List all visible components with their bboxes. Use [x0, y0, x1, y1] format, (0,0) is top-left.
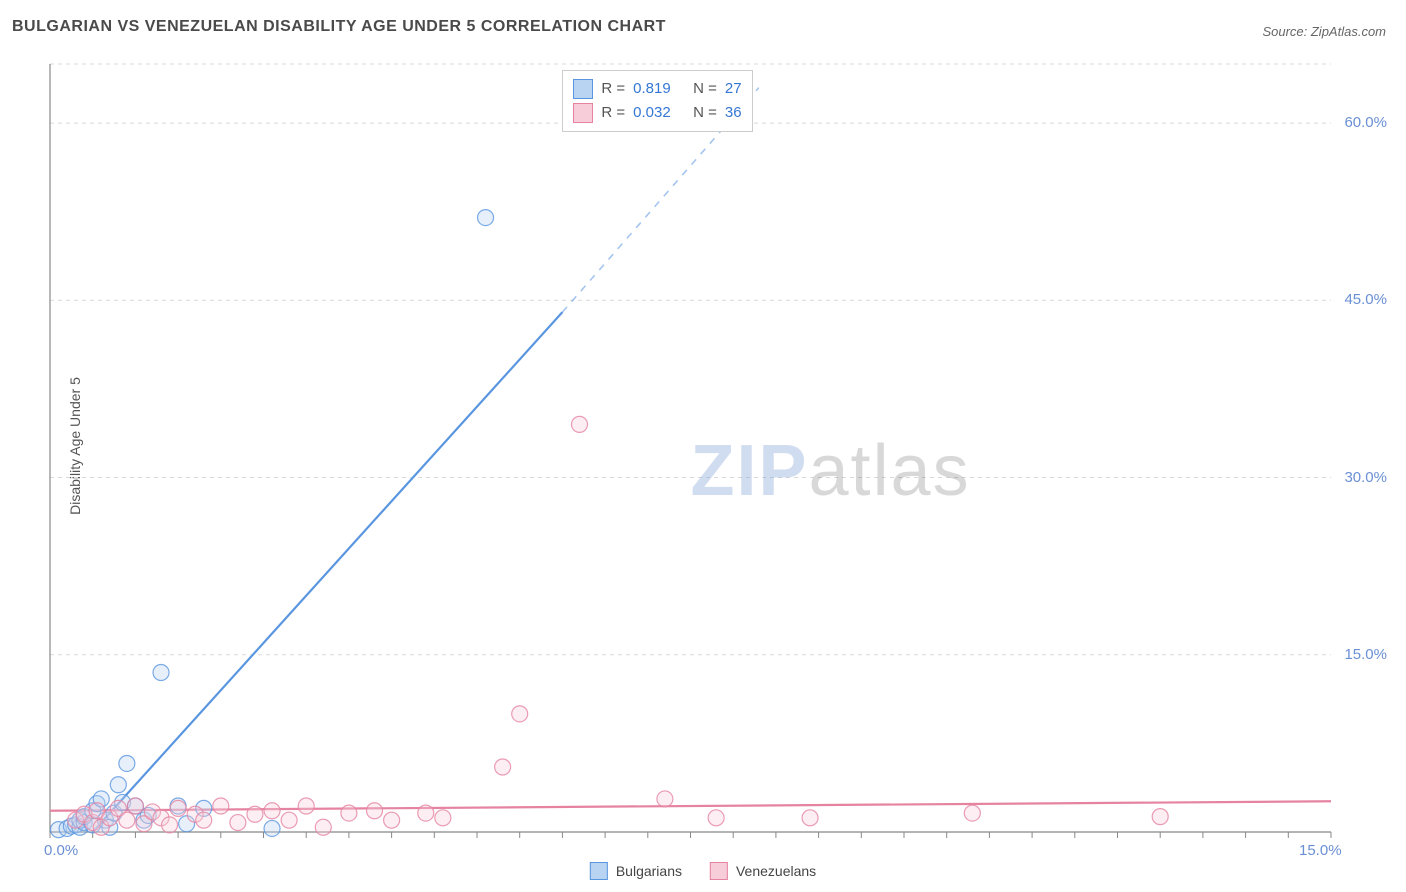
y-tick-label: 15.0%: [1344, 646, 1387, 663]
legend-label: Bulgarians: [616, 863, 682, 879]
stat-swatch: [573, 79, 593, 99]
legend-swatch: [590, 862, 608, 880]
y-tick-label: 45.0%: [1344, 291, 1387, 308]
stat-n-label: N =: [693, 77, 717, 101]
scatter-plot: [48, 54, 1391, 842]
stat-row: R = 0.032 N = 36: [573, 101, 741, 125]
source-label: Source: ZipAtlas.com: [1262, 24, 1386, 39]
stat-r-value: 0.032: [633, 101, 685, 125]
stat-n-value: 36: [725, 101, 742, 125]
stat-row: R = 0.819 N = 27: [573, 77, 741, 101]
legend-item: Bulgarians: [590, 862, 682, 880]
stat-r-label: R =: [601, 77, 625, 101]
chart-title: BULGARIAN VS VENEZUELAN DISABILITY AGE U…: [12, 18, 666, 36]
stat-n-label: N =: [693, 101, 717, 125]
correlation-stats-box: R = 0.819 N = 27 R = 0.032 N = 36: [562, 70, 752, 132]
stat-swatch: [573, 103, 593, 123]
legend-swatch: [710, 862, 728, 880]
y-tick-label: 30.0%: [1344, 469, 1387, 486]
legend-label: Venezuelans: [736, 863, 816, 879]
stat-n-value: 27: [725, 77, 742, 101]
stat-r-value: 0.819: [633, 77, 685, 101]
y-tick-label: 60.0%: [1344, 114, 1387, 131]
x-tick-label: 15.0%: [1299, 842, 1387, 859]
stat-r-label: R =: [601, 101, 625, 125]
chart-area: R =0.819N =27R =0.032N =36 ZIPatlas 15.0…: [48, 54, 1391, 842]
bottom-legend: Bulgarians Venezuelans: [590, 862, 816, 880]
legend-item: Venezuelans: [710, 862, 816, 880]
x-tick-label: 0.0%: [44, 842, 78, 859]
